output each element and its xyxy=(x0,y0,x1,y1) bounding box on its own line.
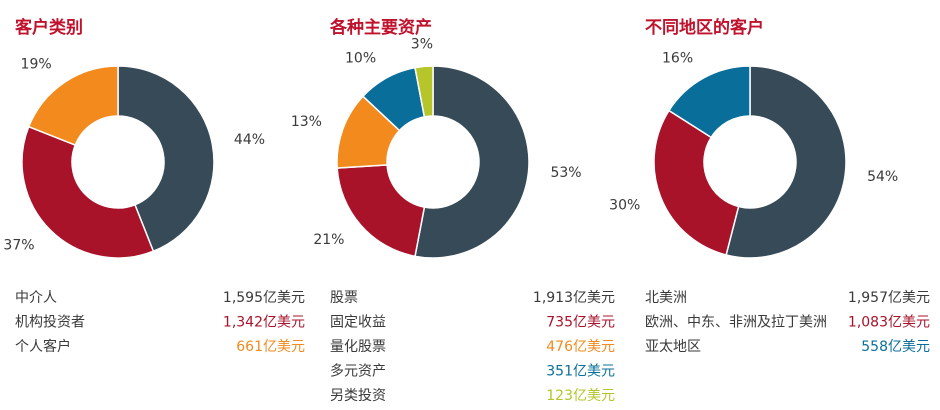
legend-name: 机构投资者 xyxy=(15,315,85,331)
donut-slice xyxy=(117,65,215,253)
legend-amount: 558亿美元 xyxy=(861,339,930,355)
legend-name: 个人客户 xyxy=(15,338,71,355)
slice-label: 10% xyxy=(345,51,376,67)
donut-slice xyxy=(414,65,530,259)
legend-amount: 351亿美元 xyxy=(546,364,615,380)
chart-title: 不同地区的客户 xyxy=(645,17,764,38)
chart-title: 各种主要资产 xyxy=(329,17,432,38)
legend-name: 欧洲、中东、非洲及拉丁美洲 xyxy=(645,315,827,331)
legend-amount: 661亿美元 xyxy=(236,339,305,355)
donut-slice xyxy=(725,65,847,259)
legend-name: 另类投资 xyxy=(330,388,386,404)
legend-amount: 1,083亿美元 xyxy=(848,315,930,331)
legend-amount: 735亿美元 xyxy=(546,315,615,331)
legend-name: 中介人 xyxy=(15,290,57,306)
legend-amount: 123亿美元 xyxy=(546,388,615,404)
slice-label: 44% xyxy=(234,132,265,148)
slice-label: 53% xyxy=(550,165,581,181)
donut-slice xyxy=(336,164,426,258)
slice-label: 54% xyxy=(867,169,898,185)
donut-slice xyxy=(667,65,751,139)
donut-slice xyxy=(653,109,740,256)
slice-label: 19% xyxy=(21,56,52,72)
legend-amount: 1,595亿美元 xyxy=(223,290,305,306)
legend-amount: 1,957亿美元 xyxy=(848,290,930,306)
donut-slice xyxy=(414,65,434,118)
slice-label: 21% xyxy=(313,232,344,248)
legend-name: 股票 xyxy=(330,290,358,306)
legend-name: 多元资产 xyxy=(330,363,386,380)
slice-label: 16% xyxy=(662,51,693,67)
legend-name: 北美洲 xyxy=(645,290,687,306)
legend-amount: 1,913亿美元 xyxy=(533,290,615,306)
chart-title: 客户类别 xyxy=(14,17,83,38)
slice-label: 3% xyxy=(411,37,433,53)
legend-amount: 476亿美元 xyxy=(546,339,615,355)
slice-label: 37% xyxy=(3,237,34,253)
slice-label: 13% xyxy=(291,114,322,130)
donut-slice xyxy=(21,125,155,259)
donut-slice xyxy=(27,65,119,147)
slice-label: 30% xyxy=(609,197,640,213)
legend-name: 固定收益 xyxy=(330,315,386,331)
legend-name: 量化股票 xyxy=(330,339,386,355)
legend-amount: 1,342亿美元 xyxy=(223,315,305,331)
legend-name: 亚太地区 xyxy=(645,339,701,355)
